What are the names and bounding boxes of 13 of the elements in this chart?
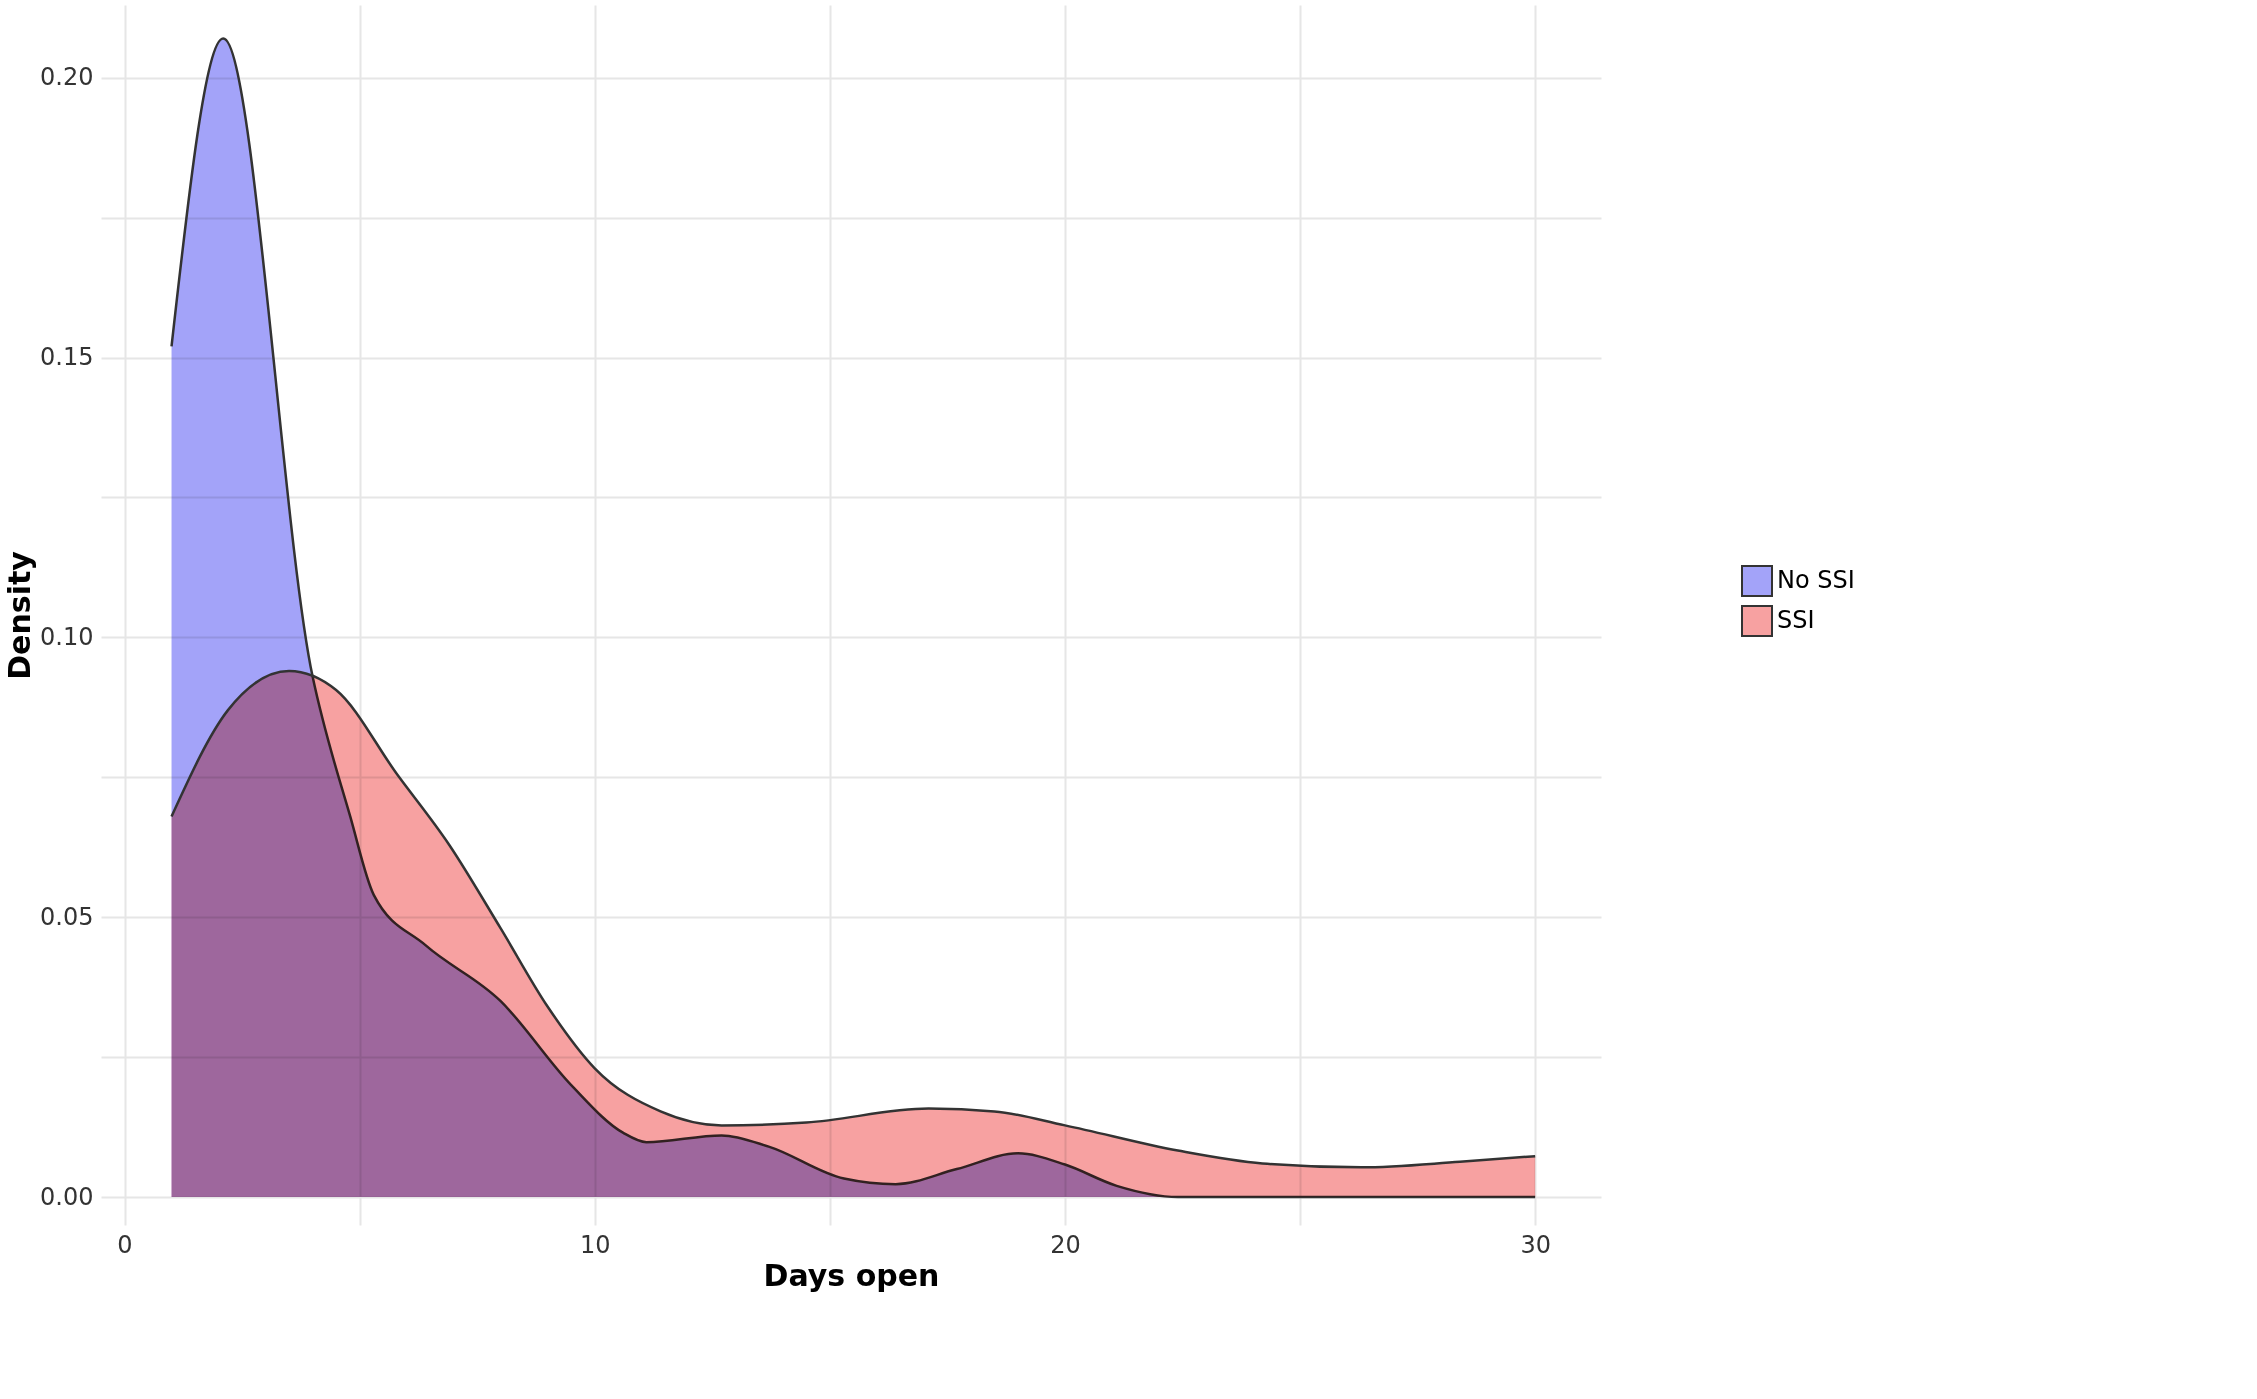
y-axis-title: Density [2, 550, 38, 680]
y-tick-label: 0.10 [40, 622, 94, 651]
legend-label: SSI [1777, 606, 1815, 634]
y-tick-label: 0.00 [40, 1182, 94, 1211]
y-tick-label: 0.20 [40, 63, 94, 92]
x-tick-label: 30 [1520, 1230, 1551, 1259]
legend-label: No SSI [1777, 566, 1855, 594]
y-tick-label: 0.05 [40, 902, 94, 931]
x-tick-label: 0 [117, 1230, 133, 1259]
x-tick-label: 10 [579, 1230, 611, 1259]
y-tick-label: 0.15 [40, 343, 94, 372]
x-axis-title: Days open [763, 1257, 940, 1293]
x-tick-label: 20 [1050, 1230, 1081, 1259]
